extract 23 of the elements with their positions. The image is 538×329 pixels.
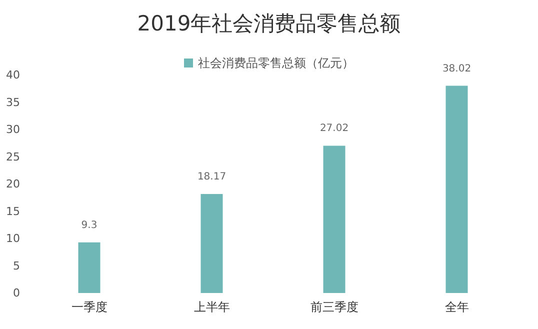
- y-tick-label: 10: [6, 232, 20, 245]
- y-tick-label: 20: [6, 178, 20, 190]
- x-tick-label: 一季度: [71, 300, 108, 314]
- x-tick-label: 上半年: [194, 300, 230, 314]
- bar: [323, 146, 346, 293]
- y-tick-label: 30: [6, 123, 20, 136]
- y-tick-label: 25: [6, 150, 20, 164]
- bar: [200, 194, 223, 293]
- bar: [78, 242, 100, 293]
- data-label: 18.17: [197, 171, 226, 182]
- bar: [446, 86, 468, 293]
- data-label: 27.02: [320, 123, 349, 134]
- legend-label: 社会消费品零售总额（亿元）: [198, 56, 354, 70]
- chart-title: 2019年社会消费品零售总额: [137, 12, 401, 36]
- y-tick-label: 35: [6, 96, 20, 109]
- data-label: 9.3: [81, 220, 98, 231]
- y-tick-label: 15: [6, 204, 20, 218]
- x-tick-label: 全年: [444, 300, 469, 314]
- y-tick-label: 0: [13, 286, 20, 300]
- x-tick-label: 前三季度: [310, 300, 358, 314]
- data-label: 38.02: [442, 63, 472, 74]
- y-tick-label: 40: [6, 68, 20, 82]
- y-tick-label: 5: [13, 259, 20, 272]
